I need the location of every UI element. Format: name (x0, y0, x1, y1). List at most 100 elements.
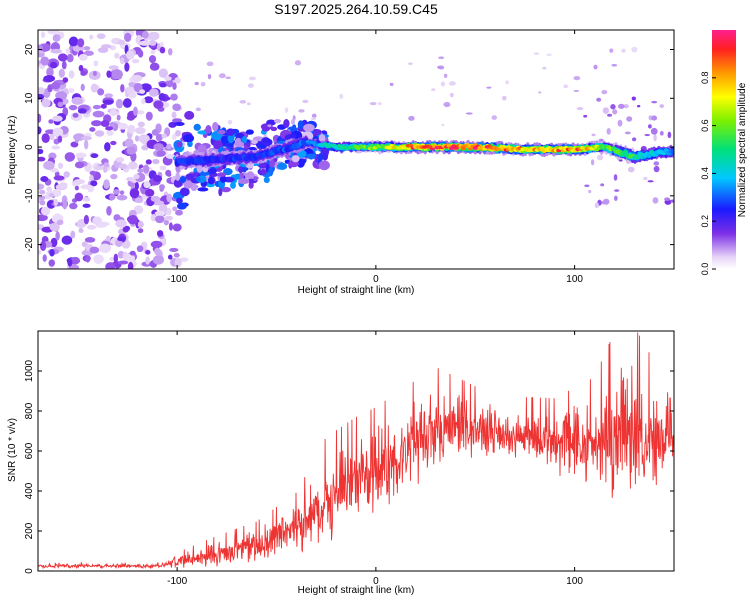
spectrogram-cell (50, 61, 58, 69)
spectrogram-cell (627, 166, 635, 173)
spectrogram-cell (245, 129, 254, 135)
spectrogram-cell (135, 110, 145, 115)
spectrogram-cell (83, 46, 91, 51)
colorbar-gradient (712, 30, 736, 269)
spectrogram-cell (176, 141, 183, 148)
spectrogram-cell (89, 246, 100, 254)
spectrogram-cell (614, 189, 620, 192)
spectrogram-cell (127, 124, 136, 134)
spectrogram-cell (49, 132, 55, 141)
spectrogram-cell (135, 127, 146, 135)
spectrogram-cell (141, 144, 149, 151)
spectrogram-cell (158, 93, 166, 101)
spectrogram-cell (440, 81, 446, 87)
spectrogram-cell (165, 169, 172, 177)
spectrogram-cell (183, 134, 195, 143)
spectrogram-cell (149, 39, 157, 46)
spectrogram-cell (89, 170, 97, 176)
spectrogram-cell (602, 198, 610, 205)
spectrogram-cell (149, 62, 160, 71)
spectrogram-cell (377, 101, 382, 106)
spectrogram-x-ticks: -100 0 100 (167, 30, 583, 285)
spectrogram-cell (174, 77, 181, 84)
spectrogram-cell (590, 159, 595, 166)
spectrogram-cell (100, 120, 110, 127)
spectrogram-cell (644, 133, 651, 137)
snr-y-ticks: 0 200 400 600 800 1000 (24, 359, 674, 574)
spectrogram-cell (217, 172, 227, 177)
spectrogram-cell (159, 82, 167, 88)
spectrogram-cell (97, 47, 109, 53)
spectrogram-cell (167, 254, 173, 260)
spectrogram-cell (55, 231, 60, 241)
spectrogram-cell (647, 180, 654, 183)
colorbar-tick-label: 0.4 (700, 167, 710, 180)
spectrogram-cell (150, 195, 161, 202)
spectrogram-cell (66, 53, 74, 63)
spectrogram-cell (91, 120, 102, 127)
spectrogram-cell (151, 129, 159, 136)
spectrogram-cell (653, 134, 657, 142)
spectrogram-cell (113, 214, 121, 222)
spectrogram-cell (648, 124, 652, 129)
spectrogram-cell (143, 96, 154, 104)
snr-x-axis-label: Height of straight line (km) (298, 585, 415, 596)
spectrogram-cell (491, 115, 497, 120)
spectrogram-cell (99, 243, 112, 253)
spectrogram-cell (61, 235, 73, 245)
spectrogram-cell (152, 255, 164, 265)
spectrogram-cell (56, 219, 64, 226)
spectrogram-cell (40, 206, 51, 216)
spectrogram-cell (40, 176, 49, 183)
spectrogram-cell (584, 184, 590, 188)
spectrogram-cell (200, 81, 206, 87)
spectrogram-cell (86, 224, 97, 230)
spectrogram-cell (48, 119, 54, 124)
spectrogram-cell (583, 114, 588, 118)
spectrogram-cell (246, 171, 255, 180)
spectrogram-cell (39, 241, 47, 252)
spectrogram-cell (664, 197, 670, 202)
spectrogram-cell (131, 74, 143, 82)
spectrogram-cell (179, 187, 190, 197)
spectrogram-cell (542, 66, 547, 70)
spectrogram-cell (113, 253, 118, 264)
spectrogram-cell (602, 107, 610, 114)
spectrogram-cell (212, 121, 219, 132)
spectrogram-cell (669, 199, 674, 203)
spectrogram-cell (600, 183, 605, 187)
spectrogram-cell (122, 98, 132, 108)
spectrogram-cell (158, 203, 168, 214)
spectrogram-cell (117, 236, 126, 242)
spectrogram-cell (659, 104, 665, 109)
spectrogram-cell (247, 83, 254, 88)
snr-series (38, 332, 674, 570)
spectrogram-y-tick-label: 20 (24, 44, 35, 56)
spectrogram-y-tick-label: -10 (24, 188, 35, 203)
spectrogram-cell (173, 252, 180, 258)
spectrogram-cell (607, 113, 613, 117)
spectrogram-cell (205, 125, 212, 134)
spectrogram-cell (311, 113, 317, 119)
spectrogram-cell (77, 38, 85, 48)
spectrogram-cell (82, 197, 91, 202)
spectrogram-cell (159, 165, 167, 171)
spectrogram-cell (43, 75, 56, 82)
colorbar-ticks: 0.0 0.2 0.4 0.6 0.8 (700, 72, 716, 275)
spectrogram-cell (305, 153, 317, 159)
spectrogram-cell (74, 161, 85, 169)
spectrogram-cell (148, 88, 159, 97)
colorbar-tick-label: 0.2 (700, 215, 710, 228)
spectrogram-cell (450, 92, 454, 98)
spectrogram-cell (69, 202, 78, 210)
spectrogram-cell (172, 133, 177, 141)
spectrogram-cell (465, 112, 473, 115)
spectrogram-cell (57, 162, 64, 169)
spectrogram-cell (369, 102, 377, 106)
chart-title: S197.2025.264.10.59.C45 (274, 1, 438, 17)
spectrogram-cell (576, 107, 584, 111)
spectrogram-cell (55, 91, 68, 100)
spectrogram-cell (234, 132, 245, 139)
spectrogram-cell (50, 48, 62, 54)
spectrogram-cell (251, 139, 258, 145)
